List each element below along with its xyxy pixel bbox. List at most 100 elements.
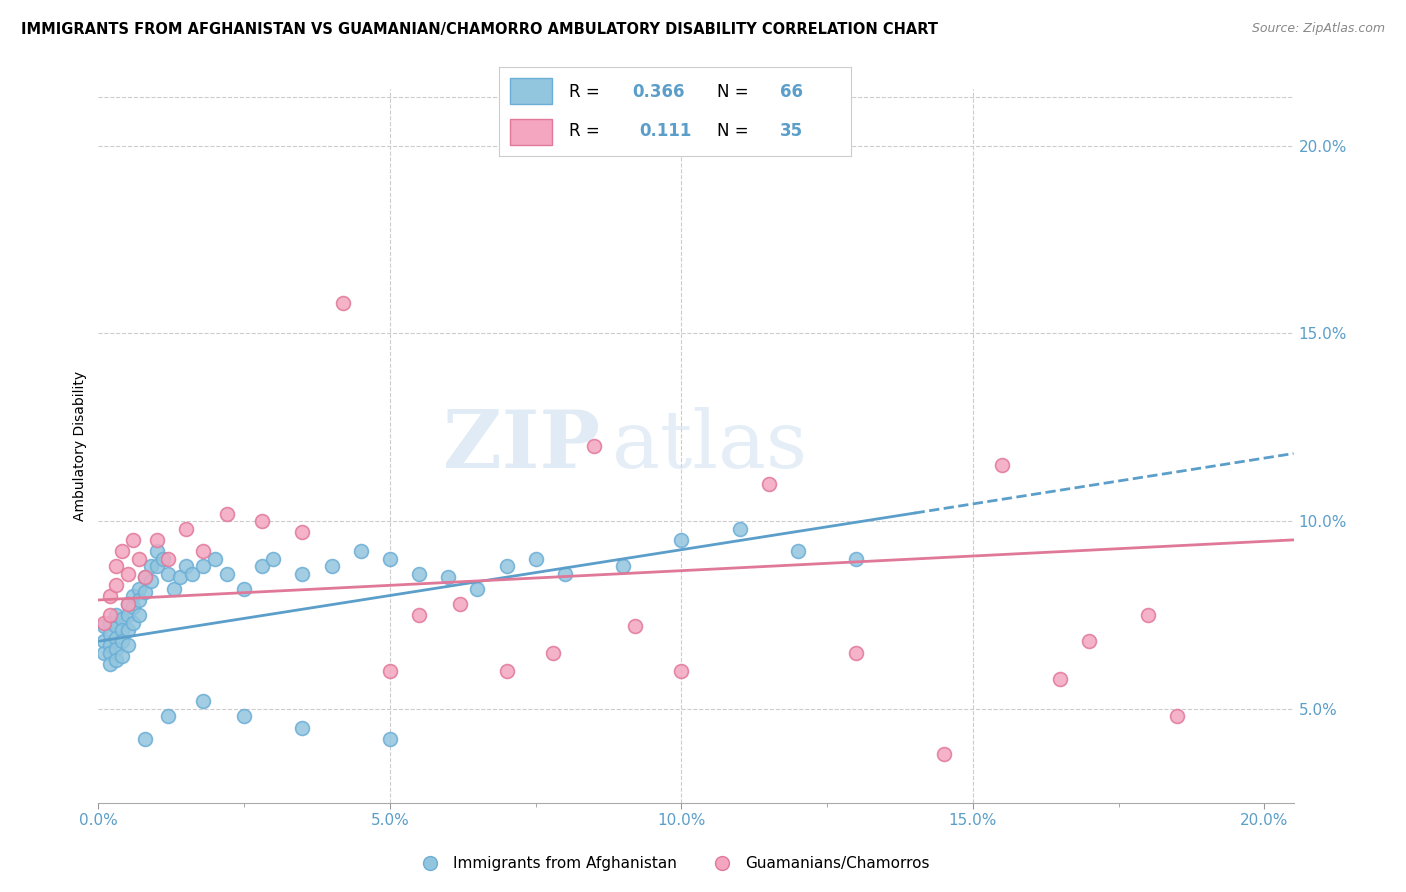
Text: R =: R = — [569, 83, 606, 101]
Point — [612, 559, 634, 574]
Point — [145, 544, 167, 558]
Point — [145, 559, 167, 574]
Point — [332, 296, 354, 310]
Legend: Immigrants from Afghanistan, Guamanians/Chamorros: Immigrants from Afghanistan, Guamanians/… — [408, 850, 936, 877]
Point — [93, 634, 115, 648]
Point — [215, 566, 238, 581]
Point — [623, 619, 645, 633]
Text: N =: N = — [717, 122, 754, 140]
FancyBboxPatch shape — [510, 119, 551, 145]
Point — [134, 570, 156, 584]
Point — [350, 544, 373, 558]
Point — [104, 578, 127, 592]
Point — [180, 566, 202, 581]
Point — [582, 439, 605, 453]
Point — [541, 646, 564, 660]
Point — [117, 623, 139, 637]
Point — [98, 589, 121, 603]
Point — [554, 566, 576, 581]
Point — [111, 649, 134, 664]
Point — [193, 559, 215, 574]
Point — [104, 631, 127, 645]
Point — [117, 638, 139, 652]
Point — [128, 582, 150, 596]
Point — [98, 638, 121, 652]
Point — [134, 585, 156, 599]
Point — [845, 646, 868, 660]
Point — [291, 525, 314, 540]
Text: 66: 66 — [780, 83, 803, 101]
Point — [111, 612, 134, 626]
Point — [157, 551, 180, 566]
Point — [93, 615, 115, 630]
Point — [93, 646, 115, 660]
Point — [98, 615, 121, 630]
Point — [163, 582, 186, 596]
Point — [169, 570, 191, 584]
Point — [104, 559, 127, 574]
Point — [98, 646, 121, 660]
Point — [157, 709, 180, 723]
Point — [104, 619, 127, 633]
Point — [728, 522, 751, 536]
Y-axis label: Ambulatory Disability: Ambulatory Disability — [73, 371, 87, 521]
Point — [495, 559, 517, 574]
Point — [233, 709, 256, 723]
Point — [524, 551, 547, 566]
Point — [128, 607, 150, 622]
Point — [291, 721, 314, 735]
Point — [111, 634, 134, 648]
Text: Source: ZipAtlas.com: Source: ZipAtlas.com — [1251, 22, 1385, 36]
Text: R =: R = — [569, 122, 610, 140]
Point — [932, 747, 955, 761]
Point — [104, 641, 127, 656]
Point — [1049, 672, 1071, 686]
FancyBboxPatch shape — [510, 78, 551, 104]
Point — [117, 597, 139, 611]
Point — [111, 544, 134, 558]
Point — [104, 607, 127, 622]
Point — [1078, 634, 1101, 648]
Point — [128, 551, 150, 566]
Point — [262, 551, 284, 566]
Point — [139, 559, 162, 574]
Point — [233, 582, 256, 596]
Point — [1136, 607, 1159, 622]
Point — [250, 559, 273, 574]
Point — [128, 593, 150, 607]
Text: 35: 35 — [780, 122, 803, 140]
Point — [1166, 709, 1188, 723]
Point — [758, 476, 780, 491]
Point — [98, 627, 121, 641]
Text: 0.366: 0.366 — [633, 83, 685, 101]
Point — [408, 566, 430, 581]
Point — [467, 582, 489, 596]
Point — [104, 653, 127, 667]
Point — [495, 665, 517, 679]
Point — [193, 544, 215, 558]
Point — [250, 514, 273, 528]
Point — [845, 551, 868, 566]
Point — [408, 607, 430, 622]
Point — [139, 574, 162, 589]
Point — [671, 665, 693, 679]
Point — [134, 731, 156, 746]
Point — [204, 551, 226, 566]
Point — [122, 589, 145, 603]
Point — [157, 566, 180, 581]
Point — [117, 607, 139, 622]
Point — [215, 507, 238, 521]
Point — [134, 570, 156, 584]
Point — [98, 607, 121, 622]
Point — [991, 458, 1014, 472]
Point — [449, 597, 471, 611]
Point — [122, 600, 145, 615]
Point — [378, 665, 401, 679]
Text: ZIP: ZIP — [443, 407, 600, 485]
Point — [671, 533, 693, 547]
Point — [291, 566, 314, 581]
Point — [174, 559, 197, 574]
Point — [117, 597, 139, 611]
Text: 0.111: 0.111 — [640, 122, 692, 140]
Point — [98, 657, 121, 671]
